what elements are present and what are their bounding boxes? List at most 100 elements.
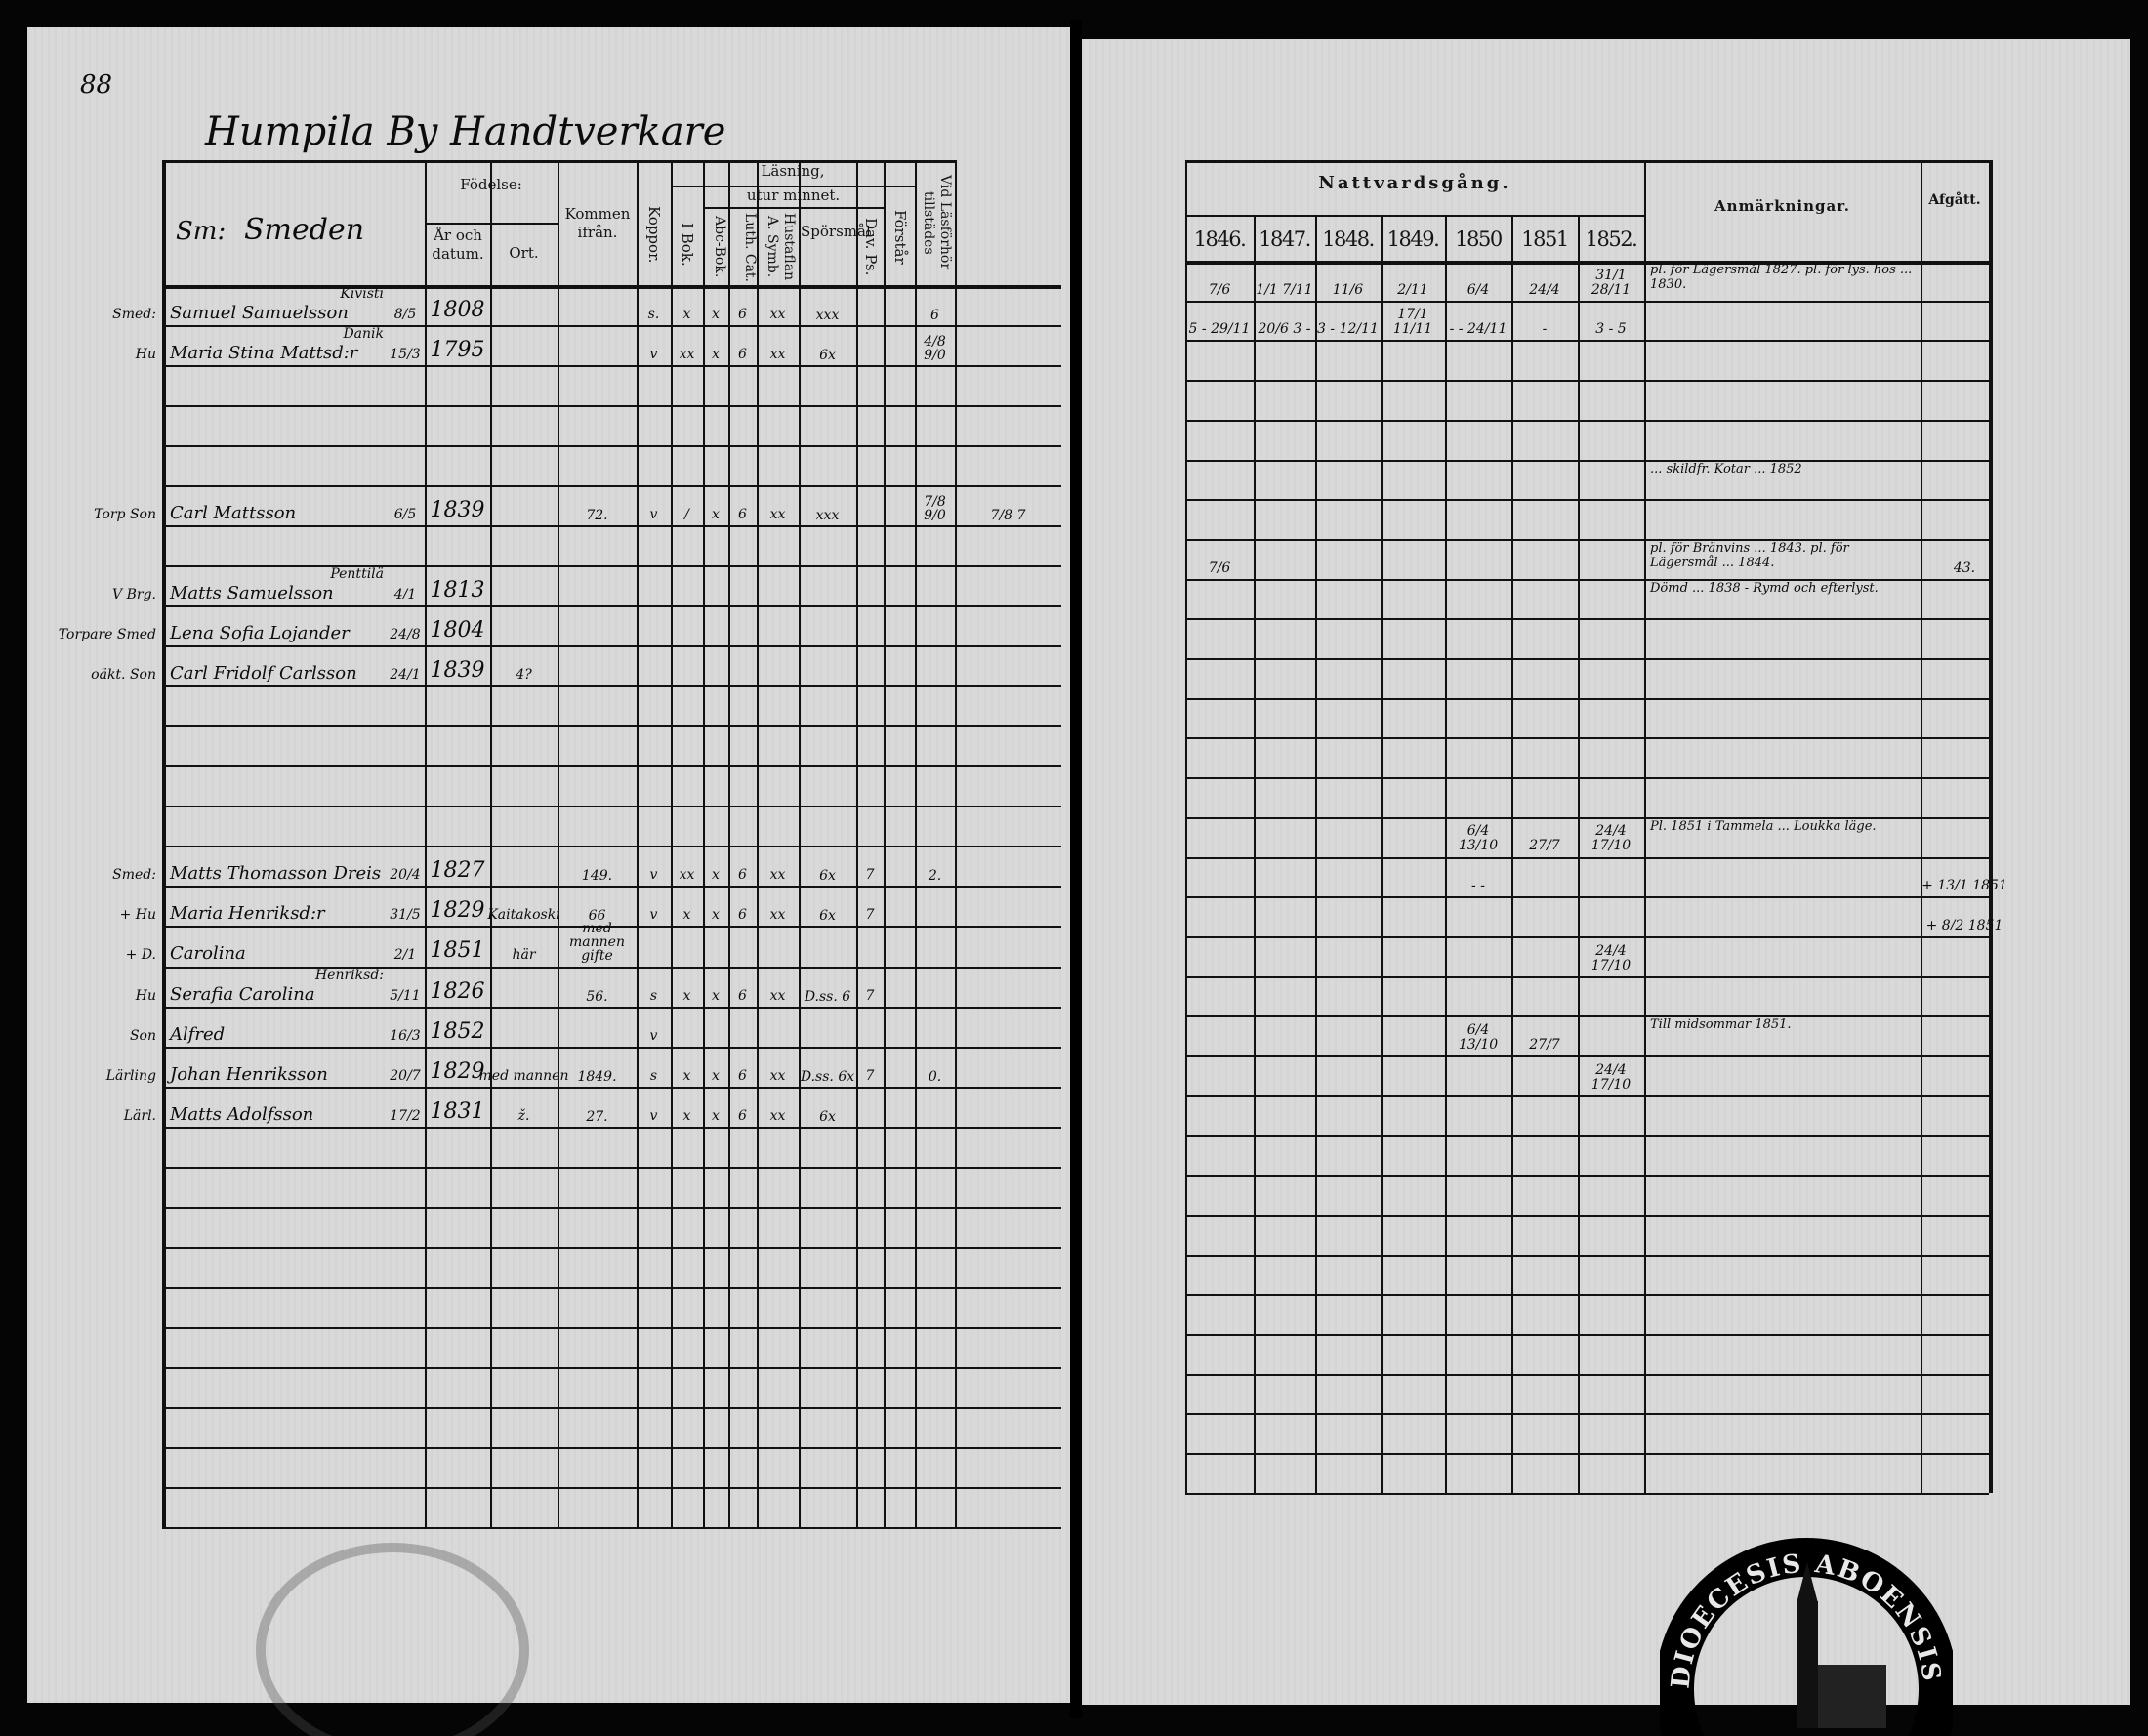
row-line (1185, 697, 1989, 700)
column-line (703, 160, 705, 1527)
cell-abc: x (712, 1067, 720, 1084)
cell-dav: 7 (865, 867, 875, 884)
margin-note: Smed: (112, 867, 156, 884)
header-year: 1850 (1455, 227, 1503, 251)
margin-note: Smed: (112, 307, 156, 323)
cell-year: 1839 (430, 658, 485, 683)
cell-koppor: s. (647, 307, 660, 323)
header-bottom-line (1185, 261, 1989, 265)
row-line (162, 565, 1061, 568)
margin-note: Lärling (105, 1067, 156, 1084)
communion-date: 6/4 13/10 (1458, 823, 1499, 854)
cell-luth: 6 (738, 1067, 747, 1084)
cell-ibok: x (682, 987, 691, 1004)
row-line (162, 365, 1061, 368)
birth-date: 6/5 (393, 507, 417, 523)
cell-hust: xx (769, 987, 786, 1004)
row-line (1185, 1333, 1989, 1336)
name-annotation: Danik (343, 326, 384, 343)
cell-name: Carl Fridolf Carlsson (170, 663, 357, 684)
page-number: 88 (80, 70, 113, 100)
header-i-bok: I Bok. (679, 222, 696, 267)
column-line (856, 160, 858, 1527)
remarks: Dömd ... 1838 - Rymd och efterlyst. (1650, 580, 1879, 596)
nattvard-divider (1185, 215, 1644, 217)
cell-hust: xx (769, 867, 786, 884)
cell-luth: 6 (738, 307, 747, 323)
margin-note: Torpare Smed (58, 627, 156, 643)
header-sporsmal: Spörsmål. (801, 223, 876, 240)
cell-abc: x (712, 1107, 720, 1124)
cell-year: 1839 (430, 498, 485, 523)
cell-kommen: 72. (586, 508, 608, 524)
cell-luth: 6 (738, 1107, 747, 1124)
name-annotation: Henriksd: (314, 967, 384, 983)
cell-year: 1804 (430, 618, 485, 643)
margin-note: Torp Son (94, 507, 156, 523)
column-line (490, 160, 492, 1527)
row-line (162, 1206, 1061, 1209)
header-rank: Sm: (176, 217, 227, 246)
row-line (162, 685, 1061, 688)
cell-year: 1829 (430, 1058, 485, 1084)
row-line (162, 926, 1061, 929)
communion-date: 27/7 (1529, 1036, 1560, 1053)
row-line (162, 846, 1061, 848)
row-line (1185, 538, 1989, 541)
column-line (637, 160, 639, 1527)
cell-koppor: s (649, 1067, 658, 1084)
header-ort: Ort. (509, 244, 539, 262)
row-line (162, 1126, 1061, 1129)
cell-spors: 6x (819, 868, 836, 885)
departed: + 8/2 1851 (1925, 917, 2003, 933)
departed: 43. (1953, 559, 1976, 576)
cell-hust: xx (769, 307, 786, 323)
remarks: pl. för Bränvins ... 1843. pl. för Läger… (1650, 540, 1849, 570)
row-line (162, 525, 1061, 528)
row-line (162, 1526, 1061, 1529)
cell-spors: 6x (819, 908, 836, 925)
cell-ibok: x (682, 1107, 691, 1124)
column-line (558, 160, 559, 1527)
cell-abc: x (712, 867, 720, 884)
communion-date: - (1542, 321, 1548, 338)
row-line (1185, 1254, 1989, 1257)
lasning-divider (671, 186, 915, 187)
birth-date: 4/1 (393, 587, 417, 603)
column-line (1511, 215, 1513, 1493)
communion-date: 7/6 (1208, 559, 1231, 576)
row-line (1185, 658, 1989, 660)
cell-name: Maria Henriksd:r (170, 903, 325, 925)
cell-name: Maria Stina Mattsd:r (170, 343, 358, 364)
row-line (1185, 499, 1989, 502)
remarks: ... skildfr. Kotar ... 1852 (1650, 461, 1802, 476)
right-page (1082, 39, 2130, 1705)
column-line (757, 160, 759, 1527)
name-annotation: Kivisti (340, 286, 384, 302)
row-line (1185, 578, 1989, 581)
cell-spors: xxx (815, 308, 840, 324)
cell-luth: 6 (738, 867, 747, 884)
cell-ibok: / (684, 507, 689, 523)
cell-name: Johan Henriksson (170, 1063, 328, 1085)
cell-dav: 7 (865, 907, 875, 924)
row-line (1185, 896, 1989, 899)
margin-note: + D. (125, 947, 156, 964)
row-line (162, 445, 1061, 448)
header-top-line (162, 160, 955, 163)
communion-date: 24/4 17/10 (1590, 823, 1632, 854)
fodelse-divider (425, 223, 558, 225)
margin-note: oäkt. Son (91, 667, 156, 683)
column-line (1185, 160, 1187, 1493)
left-faint-stamp (256, 1543, 529, 1736)
cell-vid: 2. (928, 868, 942, 885)
cell-koppor: v (649, 1107, 658, 1124)
birth-date: 24/8 (390, 627, 421, 643)
birth-date: 24/1 (390, 667, 421, 683)
header-top-line (1185, 160, 1989, 163)
left-page (27, 27, 1070, 1703)
birth-date: 17/2 (390, 1107, 421, 1124)
header-year: 1848. (1322, 227, 1375, 251)
cell-name: Matts Samuelsson (170, 583, 334, 604)
communion-date: - - 24/11 (1449, 321, 1508, 338)
